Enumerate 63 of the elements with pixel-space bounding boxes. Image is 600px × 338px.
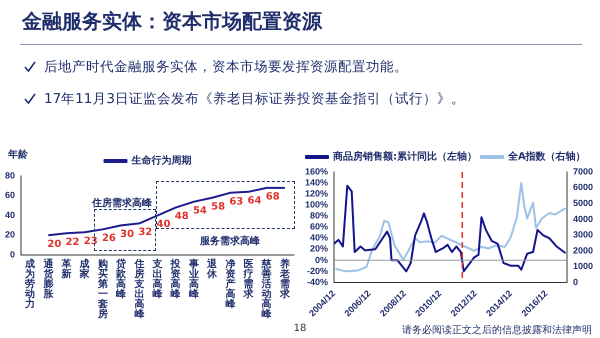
y2-tick-label: 6000	[572, 182, 594, 192]
x-tick-label: 通货膨胀	[42, 258, 54, 300]
y-tick-label: 120%	[304, 188, 328, 199]
data-label: 20	[47, 238, 62, 250]
data-label: 63	[229, 196, 244, 208]
chart-title: 金融服务实体：资本市场配置资源	[22, 8, 322, 35]
data-label: 64	[248, 195, 262, 206]
data-label: 23	[84, 236, 98, 247]
data-label: 40	[156, 219, 170, 230]
x-tick-label: 革新	[60, 258, 72, 280]
x-tick-label: 成家	[78, 258, 90, 280]
x-tick-label: 退休	[206, 258, 218, 280]
annotation: 服务需求高峰	[200, 234, 260, 248]
text: 后地产时代金融服务实体，资本市场要发挥资源配置功能。	[44, 58, 408, 76]
x-tick-label: 住房支出高峰	[133, 258, 146, 320]
y-tick-label: 100%	[304, 200, 328, 210]
y-tick-label: 0	[10, 249, 16, 260]
legend-label: 生命行为周期	[130, 154, 192, 167]
y-tick-label: 160%	[304, 166, 328, 176]
legend-label: 商品房销售额:累计同比（左轴）	[332, 150, 477, 163]
y2-tick-label: 1000	[572, 261, 594, 272]
annotation: 住房需求高峰	[92, 196, 152, 210]
y2-tick-label: 7000	[572, 166, 594, 176]
data-label: 22	[66, 236, 80, 248]
data-label: 26	[102, 232, 116, 244]
x-tick-label: 净资产高峰	[224, 258, 236, 310]
text: 18	[294, 323, 306, 334]
x-tick-label: 慈善活动高峰	[260, 258, 273, 320]
x-tick-label: 支出高峰	[152, 258, 164, 300]
y-tick-label: 40	[4, 210, 16, 220]
x-tick-label: 投资高峰	[170, 258, 182, 300]
y2-tick-label: 3000	[572, 230, 594, 240]
y-tick-label: -20%	[307, 266, 328, 276]
y-tick-label: 60%	[310, 222, 328, 232]
data-label: 58	[211, 201, 226, 212]
y-tick-label: -40%	[307, 276, 328, 287]
y2-tick-label: 2000	[572, 245, 594, 256]
x-tick-label: 医疗需求	[242, 258, 254, 300]
y-tick-label: 60	[4, 190, 16, 200]
y-tick-label: 140%	[304, 178, 328, 188]
y-tick-label: 80	[4, 170, 16, 180]
y-tick-label: 40%	[310, 232, 328, 243]
y2-tick-label: 5000	[572, 198, 594, 208]
text: 17年11月3日证监会发布《养老目标证券投资基金指引（试行）》。	[44, 90, 465, 108]
y-tick-label: 20	[4, 230, 16, 240]
legend-label: 全A指数（右轴）	[507, 150, 586, 163]
text: 请务必阅读正文之后的信息披露和法律声明	[402, 324, 592, 337]
y-axis-title: 年龄	[7, 148, 29, 161]
x-tick-label: 购买第一套房	[96, 258, 108, 320]
y2-tick-label: 4000	[572, 214, 594, 224]
data-label: 32	[138, 226, 152, 238]
y2-tick-label: 0	[572, 276, 578, 287]
data-label: 30	[120, 228, 134, 240]
x-tick-label: 事业高峰	[188, 258, 200, 300]
data-label: 48	[174, 211, 189, 222]
x-tick-label: 成为劳动力	[24, 258, 36, 310]
y-tick-label: 0%	[315, 254, 328, 265]
data-label: 68	[266, 191, 280, 202]
y-tick-label: 80%	[310, 210, 328, 221]
y-tick-label: 20%	[310, 244, 328, 254]
x-tick-label: 养老需求	[278, 258, 291, 300]
x-tick-label: 贷款高峰	[115, 258, 128, 300]
data-label: 54	[192, 205, 207, 216]
